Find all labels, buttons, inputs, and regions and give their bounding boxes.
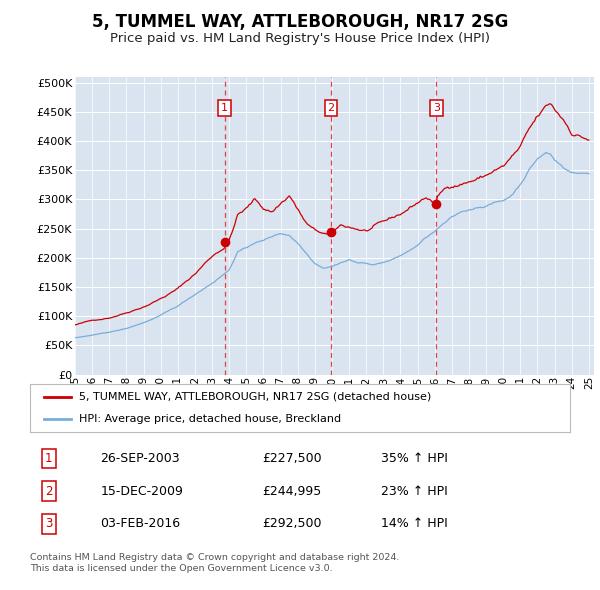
Text: 5, TUMMEL WAY, ATTLEBOROUGH, NR17 2SG (detached house): 5, TUMMEL WAY, ATTLEBOROUGH, NR17 2SG (d… <box>79 392 431 402</box>
Text: £244,995: £244,995 <box>262 484 322 498</box>
Text: 15-DEC-2009: 15-DEC-2009 <box>100 484 183 498</box>
Text: 03-FEB-2016: 03-FEB-2016 <box>100 517 181 530</box>
Text: Price paid vs. HM Land Registry's House Price Index (HPI): Price paid vs. HM Land Registry's House … <box>110 32 490 45</box>
Text: 2: 2 <box>328 103 335 113</box>
Text: HPI: Average price, detached house, Breckland: HPI: Average price, detached house, Brec… <box>79 414 341 424</box>
Text: 1: 1 <box>45 452 53 465</box>
Text: 3: 3 <box>45 517 53 530</box>
Text: 3: 3 <box>433 103 440 113</box>
Text: 14% ↑ HPI: 14% ↑ HPI <box>381 517 448 530</box>
Text: Contains HM Land Registry data © Crown copyright and database right 2024.
This d: Contains HM Land Registry data © Crown c… <box>30 553 400 573</box>
Text: 35% ↑ HPI: 35% ↑ HPI <box>381 452 448 465</box>
Text: £227,500: £227,500 <box>262 452 322 465</box>
Text: 5, TUMMEL WAY, ATTLEBOROUGH, NR17 2SG: 5, TUMMEL WAY, ATTLEBOROUGH, NR17 2SG <box>92 14 508 31</box>
Text: 1: 1 <box>221 103 228 113</box>
Text: 2: 2 <box>45 484 53 498</box>
Text: 26-SEP-2003: 26-SEP-2003 <box>100 452 180 465</box>
Text: £292,500: £292,500 <box>262 517 322 530</box>
Text: 23% ↑ HPI: 23% ↑ HPI <box>381 484 448 498</box>
